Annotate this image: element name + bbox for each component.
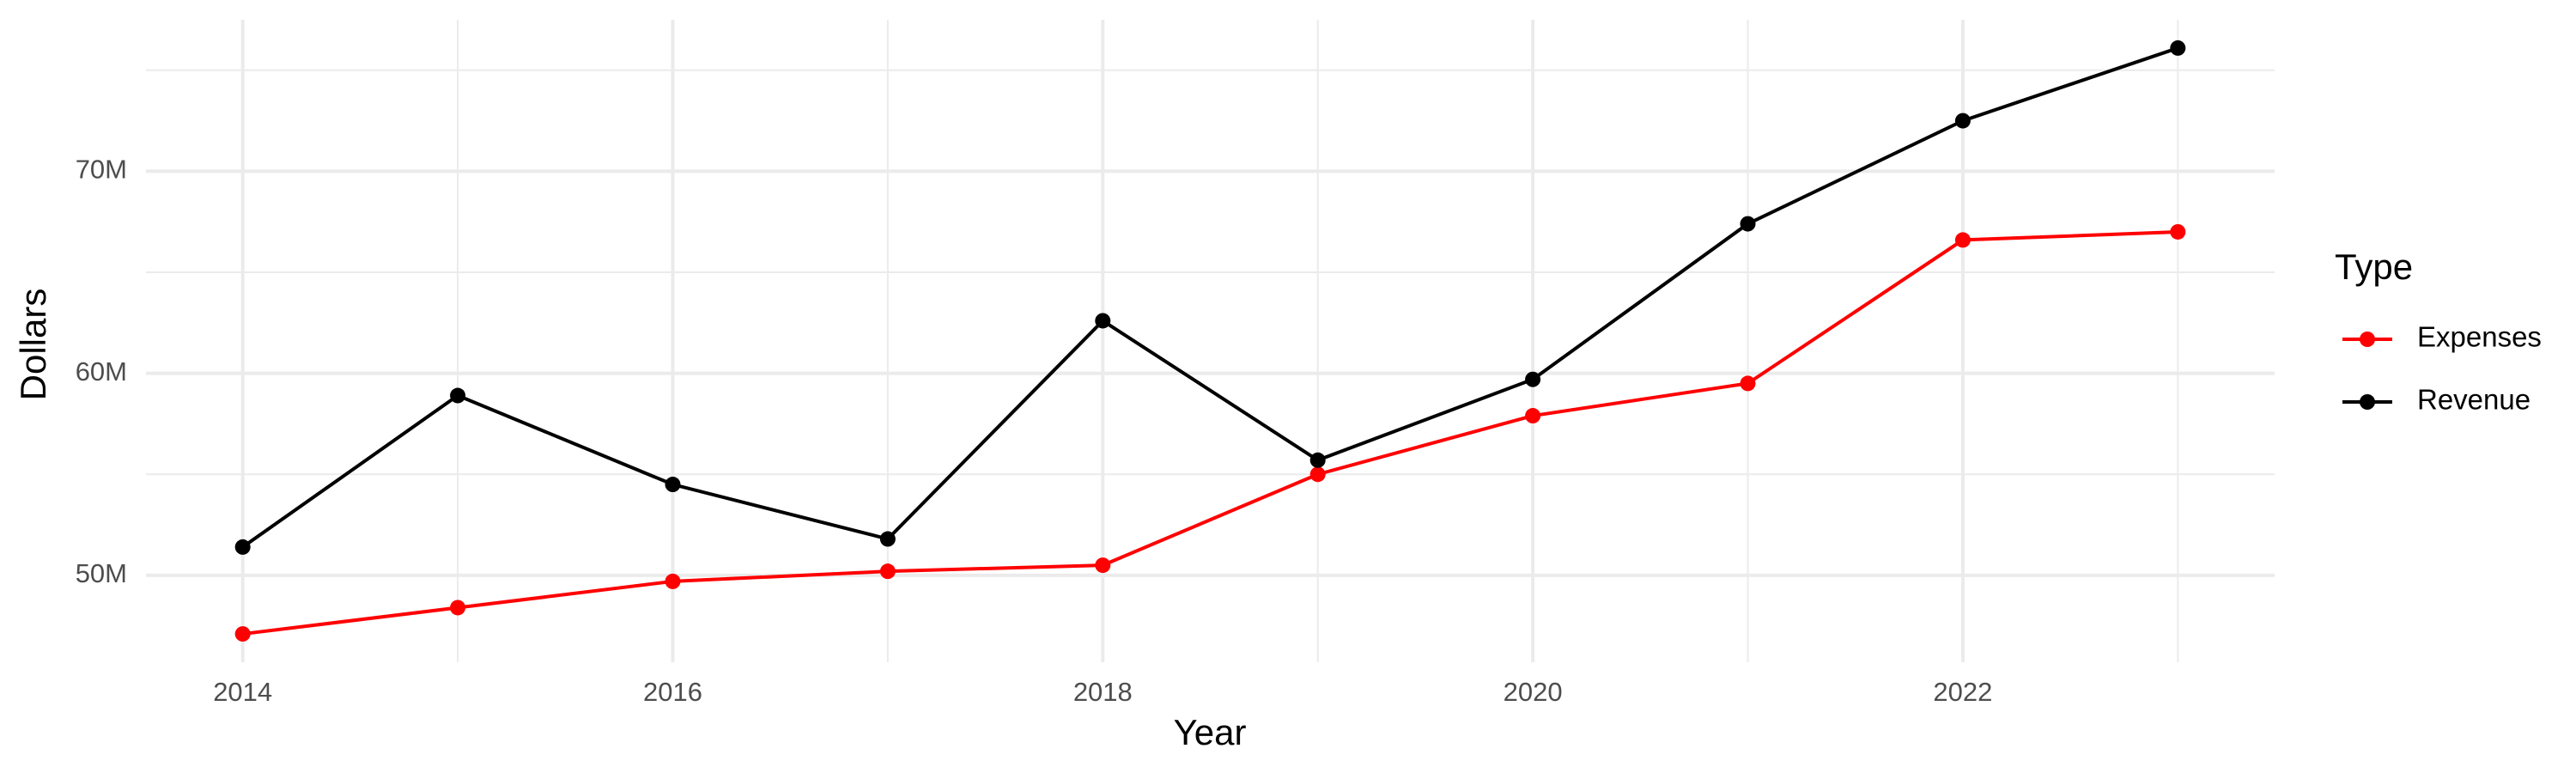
- legend-key-point: [2360, 332, 2375, 347]
- data-point: [2170, 223, 2186, 240]
- data-point: [1309, 452, 1326, 468]
- y-axis-title: Dollars: [13, 289, 53, 401]
- legend-key-point: [2360, 394, 2375, 410]
- data-point: [1740, 375, 1756, 392]
- data-point: [1954, 113, 1971, 129]
- y-tick-label: 70M: [76, 155, 127, 185]
- x-axis-title: Year: [1174, 712, 1247, 752]
- series-line: [242, 229, 2178, 636]
- x-tick-label: 2022: [1933, 677, 1992, 707]
- data-point: [1954, 232, 1971, 248]
- plot-area: [234, 40, 2186, 642]
- legend-label: Revenue: [2417, 384, 2530, 416]
- data-point: [1525, 408, 1541, 424]
- data-point: [450, 600, 466, 616]
- data-point: [1309, 466, 1326, 483]
- data-point: [2170, 40, 2186, 56]
- legend-label: Expenses: [2417, 321, 2542, 353]
- data-point: [450, 387, 466, 404]
- data-point: [234, 539, 251, 555]
- x-tick-label: 2018: [1073, 677, 1133, 707]
- data-point: [879, 563, 896, 580]
- data-point: [234, 626, 251, 642]
- data-point: [665, 477, 681, 493]
- data-point: [1740, 216, 1756, 232]
- x-tick-label: 2020: [1504, 677, 1563, 707]
- x-tick-label: 2014: [213, 677, 272, 707]
- data-point: [1095, 313, 1111, 329]
- data-point: [879, 531, 896, 547]
- data-point: [1525, 371, 1541, 387]
- x-tick-label: 2016: [643, 677, 702, 707]
- y-tick-label: 50M: [76, 558, 127, 588]
- data-point: [665, 573, 681, 589]
- grid: [146, 20, 2275, 662]
- legend-title: Type: [2335, 247, 2413, 287]
- data-point: [1095, 557, 1111, 574]
- y-tick-label: 60M: [76, 356, 127, 386]
- series-line: [241, 46, 2178, 549]
